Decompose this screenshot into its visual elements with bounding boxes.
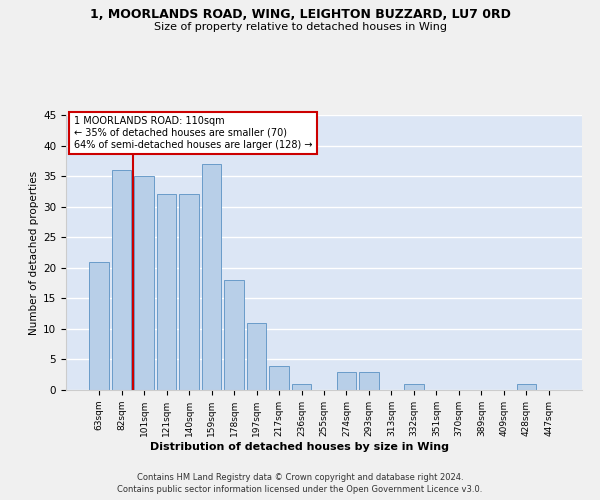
Bar <box>269 366 289 390</box>
Y-axis label: Number of detached properties: Number of detached properties <box>29 170 39 334</box>
Bar <box>157 194 176 390</box>
Text: Contains public sector information licensed under the Open Government Licence v3: Contains public sector information licen… <box>118 485 482 494</box>
Text: Distribution of detached houses by size in Wing: Distribution of detached houses by size … <box>151 442 449 452</box>
Text: Size of property relative to detached houses in Wing: Size of property relative to detached ho… <box>154 22 446 32</box>
Bar <box>112 170 131 390</box>
Bar <box>359 372 379 390</box>
Bar <box>517 384 536 390</box>
Bar <box>292 384 311 390</box>
Bar <box>89 262 109 390</box>
Text: 1 MOORLANDS ROAD: 110sqm
← 35% of detached houses are smaller (70)
64% of semi-d: 1 MOORLANDS ROAD: 110sqm ← 35% of detach… <box>74 116 312 150</box>
Text: 1, MOORLANDS ROAD, WING, LEIGHTON BUZZARD, LU7 0RD: 1, MOORLANDS ROAD, WING, LEIGHTON BUZZAR… <box>89 8 511 20</box>
Text: Contains HM Land Registry data © Crown copyright and database right 2024.: Contains HM Land Registry data © Crown c… <box>137 472 463 482</box>
Bar <box>224 280 244 390</box>
Bar <box>179 194 199 390</box>
Bar <box>404 384 424 390</box>
Bar <box>134 176 154 390</box>
Bar <box>247 323 266 390</box>
Bar <box>202 164 221 390</box>
Bar <box>337 372 356 390</box>
